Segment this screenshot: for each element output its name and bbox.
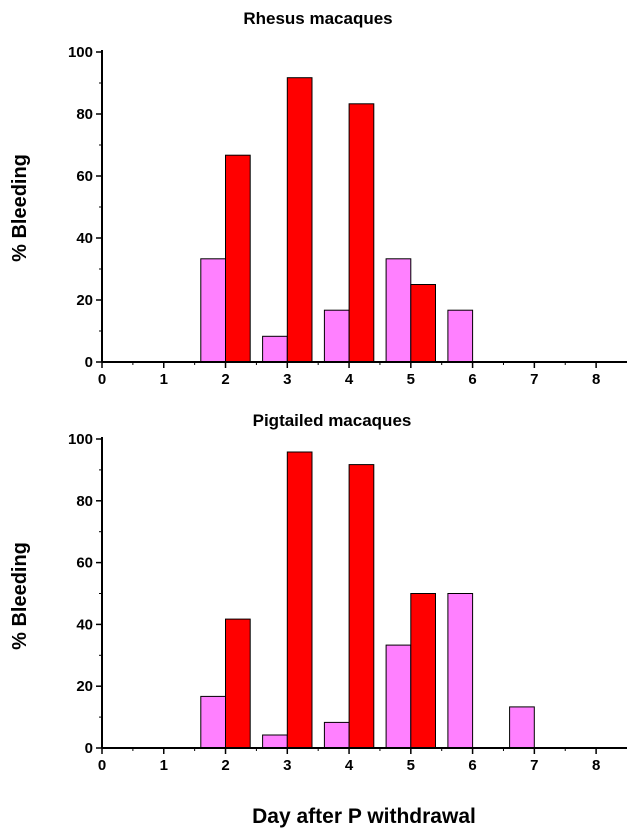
pigtailed-red-bar-day-3 <box>286 451 313 749</box>
rhesus-x-tick-label-4: 4 <box>345 371 354 388</box>
rhesus-x-tick-label-5: 5 <box>407 371 415 388</box>
pigtailed-x-tick-label-8: 8 <box>592 757 600 774</box>
pigtailed-red-bar-day-4 <box>348 464 375 749</box>
pigtailed-panel: Pigtailed macaques % Bleeding 0204060801… <box>9 411 627 828</box>
rhesus-axes: 0 20 40 60 80 100 0 1 2 3 4 5 6 7 8 <box>68 44 627 388</box>
rhesus-x-tick-label-1: 1 <box>160 371 168 388</box>
pigtailed-pink-bar-day-7 <box>509 706 535 749</box>
rhesus-x-tick-label-0: 0 <box>98 371 106 388</box>
rhesus-y-tick-label-20: 20 <box>76 292 93 309</box>
rhesus-y-tick-label-40: 40 <box>76 230 93 247</box>
rhesus-pink-bar-day-5 <box>385 258 412 363</box>
pigtailed-x-tick-label-5: 5 <box>407 757 415 774</box>
rhesus-x-tick-label-3: 3 <box>283 371 291 388</box>
pigtailed-x-tick-label-2: 2 <box>221 757 229 774</box>
pigtailed-pink-bar-day-4 <box>323 721 350 749</box>
rhesus-y-tick-label-80: 80 <box>76 106 93 123</box>
x-axis-label: Day after P withdrawal <box>252 805 476 828</box>
pigtailed-pink-bar-day-3 <box>262 734 288 749</box>
pigtailed-title: Pigtailed macaques <box>253 411 412 430</box>
rhesus-red-bar-day-3 <box>286 77 313 363</box>
pigtailed-y-tick-label-20: 20 <box>76 678 93 695</box>
pigtailed-pink-bar-day-2 <box>200 695 227 749</box>
pigtailed-x-tick-label-1: 1 <box>160 757 168 774</box>
pigtailed-red-bar-day-2 <box>225 618 251 749</box>
rhesus-red-bar-day-4 <box>348 103 375 363</box>
pigtailed-y-tick-label-40: 40 <box>76 616 93 633</box>
pigtailed-x-tick-label-7: 7 <box>530 757 538 774</box>
rhesus-panel: Rhesus macaques % Bleeding 0204060801000… <box>9 9 627 388</box>
rhesus-red-bar-day-2 <box>225 154 251 363</box>
pigtailed-y-axis-label: % Bleeding <box>9 542 31 650</box>
pigtailed-y-tick-label-80: 80 <box>76 493 93 510</box>
rhesus-y-tick-label-100: 100 <box>68 44 93 61</box>
pigtailed-pink-bar-day-6 <box>447 593 474 749</box>
pigtailed-bars <box>200 451 535 749</box>
pigtailed-x-tick-label-6: 6 <box>468 757 476 774</box>
rhesus-pink-bar-day-4 <box>323 309 350 363</box>
rhesus-pink-bar-day-3 <box>262 335 288 363</box>
pigtailed-y-tick-label-100: 100 <box>68 431 93 448</box>
rhesus-pink-bar-day-6 <box>447 309 474 363</box>
pigtailed-axes: 0 20 40 60 80 100 0 1 2 3 4 5 6 7 8 <box>68 431 627 774</box>
pigtailed-y-tick-label-0: 0 <box>85 740 93 757</box>
rhesus-x-tick-label-7: 7 <box>530 371 538 388</box>
rhesus-x-tick-label-2: 2 <box>221 371 229 388</box>
pigtailed-y-tick-label-60: 60 <box>76 555 93 572</box>
pigtailed-red-bar-day-5 <box>410 593 436 749</box>
rhesus-y-tick-label-60: 60 <box>76 168 93 185</box>
rhesus-y-axis-label: % Bleeding <box>9 154 31 262</box>
rhesus-bars <box>200 77 474 363</box>
pigtailed-x-tick-label-3: 3 <box>283 757 291 774</box>
rhesus-x-tick-label-8: 8 <box>592 371 600 388</box>
pigtailed-x-tick-label-4: 4 <box>345 757 354 774</box>
rhesus-title: Rhesus macaques <box>243 9 392 28</box>
rhesus-pink-bar-day-2 <box>200 258 227 363</box>
pigtailed-pink-bar-day-5 <box>385 644 412 749</box>
pigtailed-x-tick-label-0: 0 <box>98 757 106 774</box>
rhesus-red-bar-day-5 <box>410 284 436 363</box>
rhesus-x-tick-label-6: 6 <box>468 371 476 388</box>
rhesus-y-tick-label-0: 0 <box>85 354 93 371</box>
